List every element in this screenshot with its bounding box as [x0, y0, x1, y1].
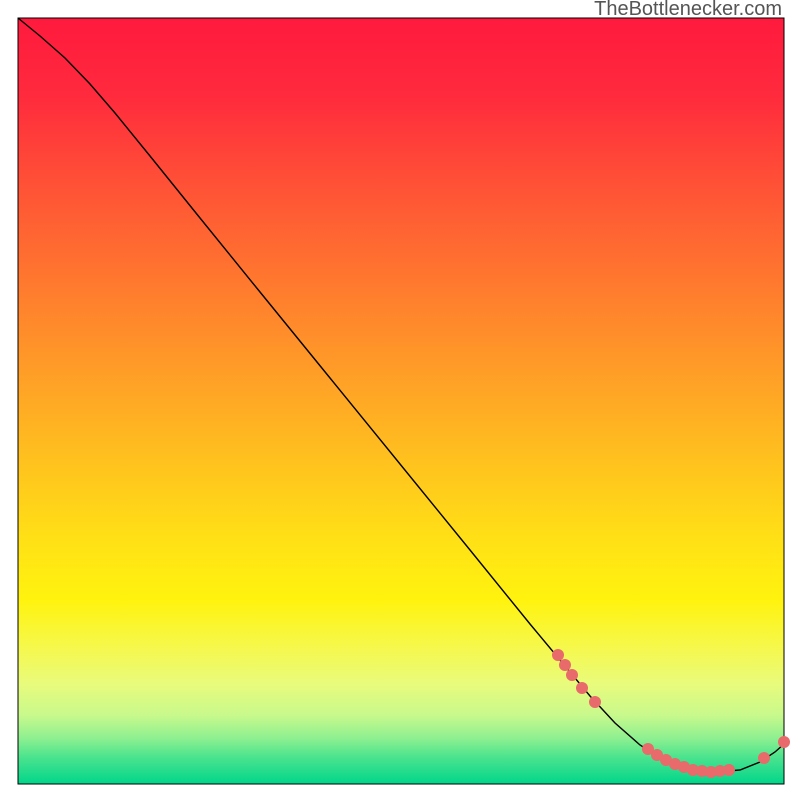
curve-marker: [778, 736, 790, 748]
curve-marker: [589, 696, 601, 708]
bottleneck-curve-chart: TheBottlenecker.com: [0, 0, 800, 800]
curve-marker: [723, 764, 735, 776]
chart-background: [18, 18, 784, 784]
chart-container: TheBottlenecker.com: [0, 0, 800, 800]
watermark-text: TheBottlenecker.com: [594, 0, 782, 20]
curve-marker: [559, 659, 571, 671]
curve-marker: [758, 752, 770, 764]
curve-marker: [566, 669, 578, 681]
curve-marker: [576, 682, 588, 694]
curve-marker: [552, 649, 564, 661]
